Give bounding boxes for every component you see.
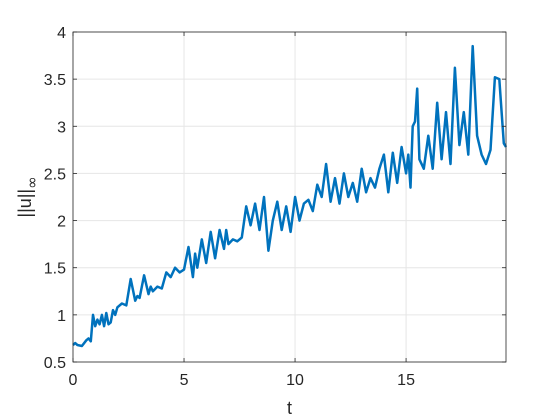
y-axis-label-main: ||u|| [15,189,35,218]
x-tick-label: 5 [180,372,189,389]
axes-box [72,31,507,363]
y-tick-label: 1.5 [44,261,66,278]
x-tick-label: 0 [69,372,78,389]
x-tick-label: 10 [286,372,304,389]
x-axis-label: t [287,398,292,418]
plot-area [73,32,506,362]
y-tick-label: 2 [57,214,66,231]
y-tick-label: 0.5 [44,355,66,372]
y-axis-label: ||u||∞ [15,176,41,217]
y-tick-label: 2.5 [44,166,66,183]
x-tick-label: 15 [397,372,415,389]
y-tick-label: 3 [57,119,66,136]
y-tick-label: 1 [57,308,66,325]
x-axis-ticks: 0 5 10 15 [69,32,415,389]
data-series-line [72,44,508,348]
y-axis-label-subscript: ∞ [23,176,41,189]
y-tick-label: 3.5 [44,72,66,89]
y-axis-ticks: 0.5 1 1.5 2 2.5 3 3.5 4 [44,25,506,372]
y-tick-label: 4 [57,25,66,42]
